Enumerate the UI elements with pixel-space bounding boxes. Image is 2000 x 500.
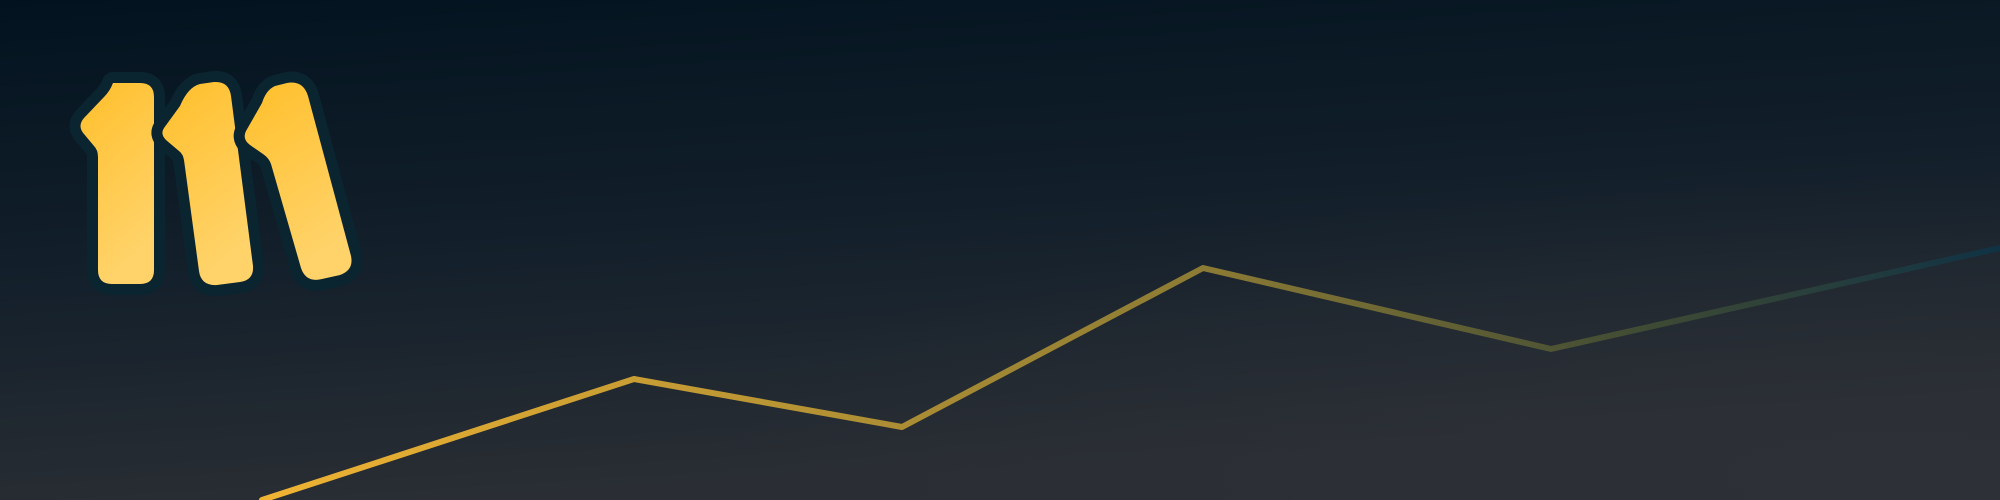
three-slanted-bars-logo-icon xyxy=(69,70,363,297)
trend-line-icon xyxy=(259,245,2000,500)
logo-bar-3 xyxy=(233,71,363,291)
logo-bar-2 xyxy=(151,70,265,297)
logo-bar-1 xyxy=(69,72,165,295)
